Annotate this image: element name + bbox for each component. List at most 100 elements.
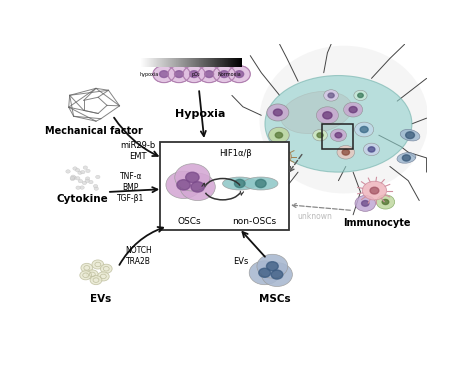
Text: OSCs: OSCs [178,217,201,226]
Circle shape [220,71,228,77]
Ellipse shape [281,92,352,134]
Text: unknown: unknown [297,212,332,221]
Circle shape [90,276,102,284]
Circle shape [269,127,289,143]
Circle shape [316,107,338,124]
Circle shape [85,179,90,183]
Circle shape [313,130,328,141]
Text: hypoxia: hypoxia [140,72,159,77]
Circle shape [78,171,82,175]
Circle shape [186,172,199,183]
Circle shape [402,155,410,161]
Circle shape [344,102,363,117]
Circle shape [262,263,292,286]
Text: Mechanical factor: Mechanical factor [46,126,143,136]
Circle shape [75,168,80,172]
Circle shape [81,263,93,272]
Ellipse shape [259,46,428,193]
Text: EVs: EVs [90,294,111,304]
Circle shape [370,187,379,194]
Circle shape [368,147,375,152]
Text: Normoxia: Normoxia [218,72,242,77]
Circle shape [83,166,88,169]
Circle shape [364,143,380,156]
Text: non-OSCs: non-OSCs [232,217,276,226]
Circle shape [73,167,77,170]
Circle shape [330,129,346,141]
Circle shape [168,66,190,83]
Circle shape [153,66,175,83]
Circle shape [70,177,75,180]
Circle shape [86,270,98,279]
Text: Hypoxia: Hypoxia [175,109,226,119]
Circle shape [66,170,70,173]
Circle shape [183,66,205,83]
Text: pO₂: pO₂ [191,72,200,77]
Text: Immunocyte: Immunocyte [343,218,411,228]
Circle shape [235,71,244,77]
Circle shape [342,149,349,155]
Circle shape [358,93,363,97]
Circle shape [362,181,387,200]
Circle shape [93,184,98,188]
Circle shape [180,173,215,200]
Circle shape [72,176,77,180]
Circle shape [191,182,204,192]
Circle shape [406,132,414,139]
Ellipse shape [244,177,278,190]
Circle shape [71,175,75,179]
Circle shape [100,264,112,273]
Circle shape [360,127,368,132]
Text: TNF-α
BMP
TGF-β1: TNF-α BMP TGF-β1 [117,172,145,203]
Circle shape [235,179,245,187]
Ellipse shape [400,130,420,141]
FancyBboxPatch shape [160,142,289,230]
Circle shape [177,180,190,190]
Circle shape [98,272,109,281]
Circle shape [228,66,250,83]
Circle shape [354,90,367,100]
Text: miR29-b
EMT: miR29-b EMT [120,141,156,161]
Circle shape [89,180,93,184]
Circle shape [70,176,74,180]
Circle shape [80,186,84,189]
Text: NOTCH
TRA2B: NOTCH TRA2B [125,246,152,266]
Text: Cytokine: Cytokine [56,194,108,204]
Circle shape [337,145,355,159]
Circle shape [275,132,283,138]
Circle shape [213,66,235,83]
Circle shape [355,196,375,211]
Circle shape [362,201,369,206]
Circle shape [257,254,288,278]
Ellipse shape [397,153,416,163]
Circle shape [255,179,266,187]
Circle shape [335,132,342,138]
Circle shape [166,171,201,199]
Circle shape [81,170,85,174]
Circle shape [76,186,80,189]
Circle shape [317,133,323,138]
Circle shape [160,71,168,77]
Circle shape [328,93,334,98]
Text: HIF1α/β: HIF1α/β [219,149,252,158]
Circle shape [376,195,395,209]
Circle shape [198,66,220,83]
Circle shape [273,109,282,116]
Circle shape [323,112,332,119]
Circle shape [249,261,280,285]
Bar [322,124,353,149]
Circle shape [75,177,80,180]
Circle shape [355,122,374,137]
Circle shape [78,179,82,183]
Ellipse shape [223,177,257,190]
Text: MSCs: MSCs [259,294,291,304]
Circle shape [259,268,271,277]
Circle shape [86,169,90,173]
Circle shape [324,90,338,101]
Circle shape [85,177,90,180]
Circle shape [94,187,99,190]
Text: EVs: EVs [233,257,249,266]
Circle shape [190,71,199,77]
Circle shape [266,262,278,271]
Ellipse shape [265,76,412,172]
